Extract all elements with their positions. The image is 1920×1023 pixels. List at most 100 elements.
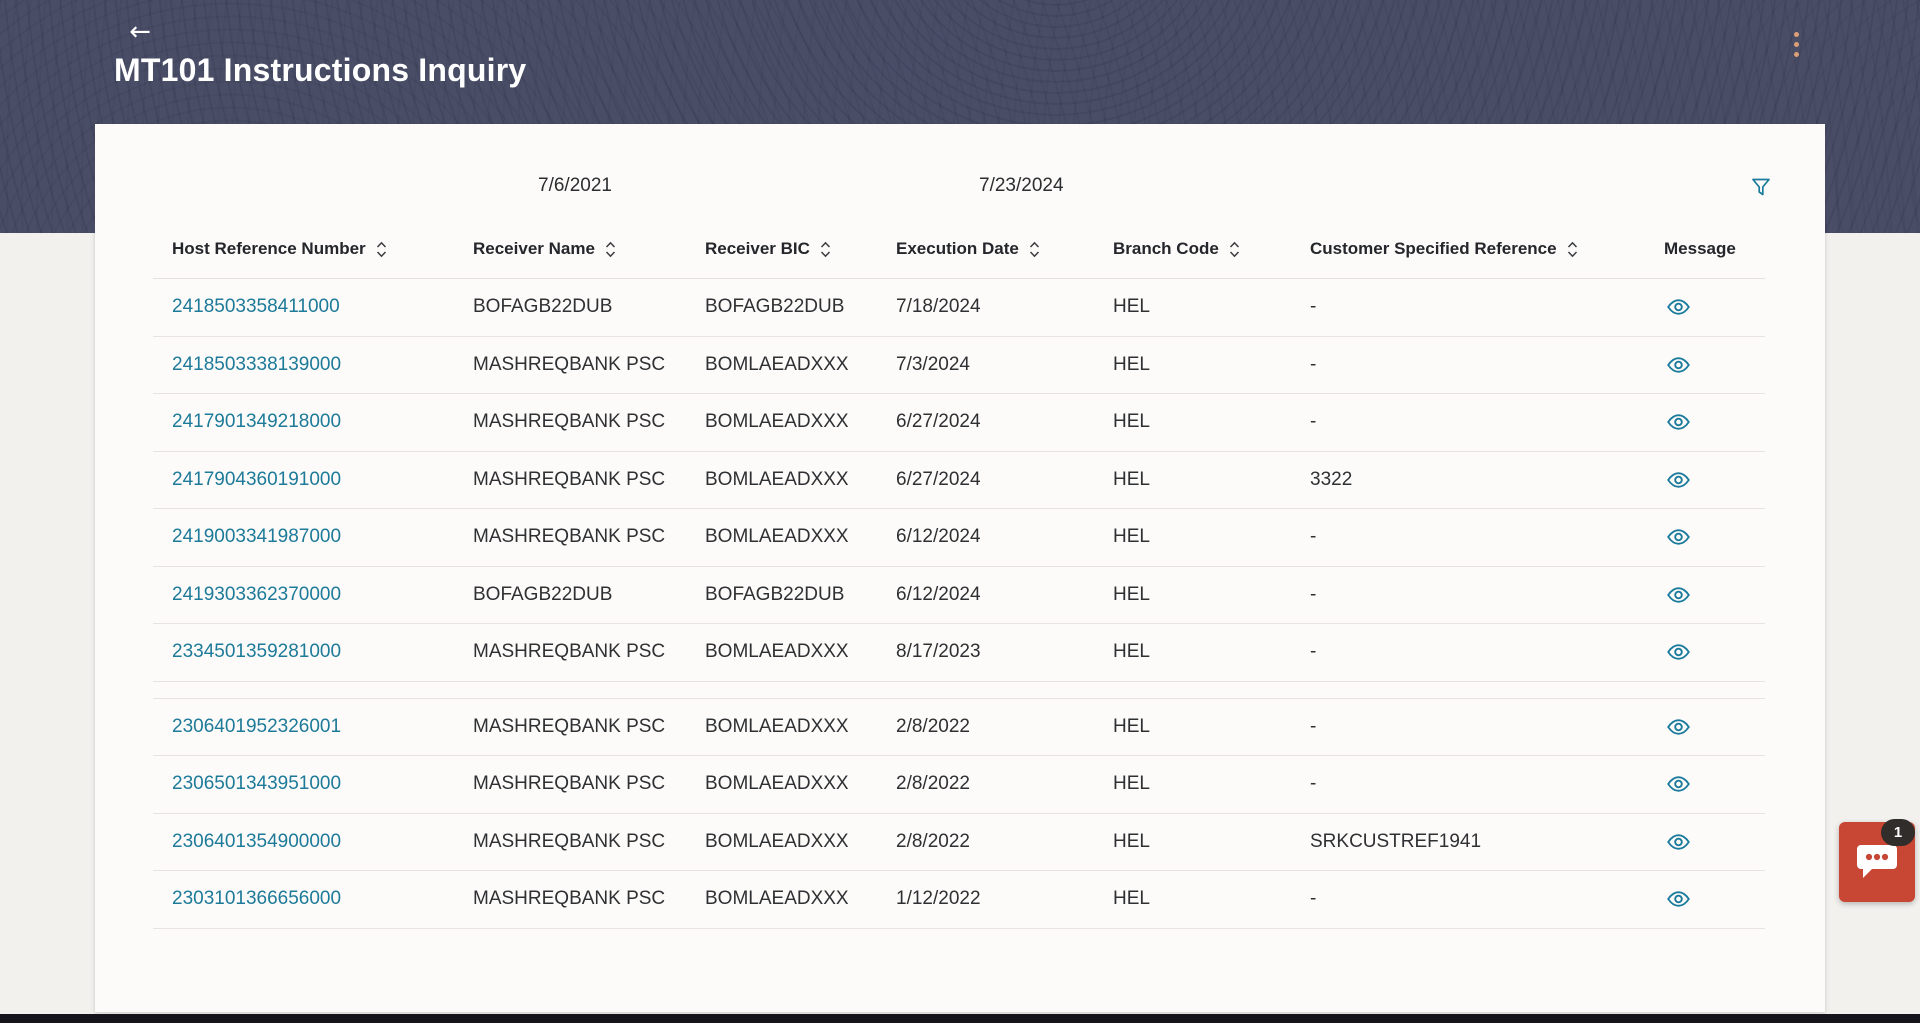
cell-message bbox=[1645, 719, 1765, 735]
cell-message bbox=[1645, 357, 1765, 373]
column-header-customer-specified-reference[interactable]: Customer Specified Reference bbox=[1291, 239, 1645, 259]
cell-receiver-bic: BOMLAEADXXX bbox=[705, 830, 849, 852]
column-header-branch-code[interactable]: Branch Code bbox=[1094, 239, 1291, 259]
sort-icon bbox=[1567, 241, 1577, 257]
cell-receiver-bic: BOMLAEADXXX bbox=[705, 888, 849, 910]
cell-receiver-name: MASHREQBANK PSC bbox=[473, 830, 666, 852]
bottom-bar bbox=[0, 1014, 1920, 1023]
cell-host-ref: 2306501343951000 bbox=[153, 773, 454, 795]
sort-icon bbox=[605, 241, 615, 257]
cell-receiver-name: MASHREQBANK PSC bbox=[473, 773, 666, 795]
cell-host-ref: 2303101366656000 bbox=[153, 888, 454, 910]
cell-branch-code: HEL bbox=[1113, 353, 1150, 375]
to-date-field[interactable]: 7/23/2024 bbox=[979, 175, 1064, 196]
view-message-button[interactable] bbox=[1664, 472, 1690, 488]
cell-receiver-bic: BOMLAEADXXX bbox=[705, 353, 849, 375]
funnel-icon bbox=[1752, 178, 1770, 196]
view-message-button[interactable] bbox=[1664, 776, 1690, 792]
view-message-button[interactable] bbox=[1664, 719, 1690, 735]
eye-icon bbox=[1667, 299, 1690, 315]
eye-icon bbox=[1667, 719, 1690, 735]
column-label: Message bbox=[1664, 239, 1736, 258]
filter-icon[interactable] bbox=[1744, 170, 1778, 204]
host-reference-link[interactable]: 2417901349218000 bbox=[172, 411, 342, 433]
host-reference-link[interactable]: 2334501359281000 bbox=[172, 641, 342, 663]
cell-customer-ref: - bbox=[1310, 583, 1317, 605]
view-message-button[interactable] bbox=[1664, 891, 1690, 907]
column-header-execution-date[interactable]: Execution Date bbox=[877, 239, 1094, 259]
view-message-button[interactable] bbox=[1664, 834, 1690, 850]
table-row: 2418503358411000 BOFAGB22DUB BOFAGB22DUB 7/… bbox=[153, 279, 1765, 337]
cell-message bbox=[1645, 834, 1765, 850]
cell-customer-ref: - bbox=[1310, 715, 1317, 737]
cell-customer-ref: - bbox=[1310, 526, 1317, 548]
cell-host-ref: 2417901349218000 bbox=[153, 411, 454, 433]
host-reference-link[interactable]: 2419003341987000 bbox=[172, 526, 342, 548]
eye-icon bbox=[1667, 891, 1690, 907]
host-reference-link[interactable]: 2418503358411000 bbox=[172, 296, 340, 318]
eye-icon bbox=[1667, 834, 1690, 850]
cell-host-ref: 2419303362370000 bbox=[153, 584, 454, 606]
cell-customer-ref: - bbox=[1310, 353, 1317, 375]
table-row: 2419003341987000 MASHREQBANK PSC BOMLAEADX… bbox=[153, 509, 1765, 567]
view-message-button[interactable] bbox=[1664, 299, 1690, 315]
cell-message bbox=[1645, 891, 1765, 907]
cell-branch-code: HEL bbox=[1113, 296, 1150, 318]
sort-icon bbox=[820, 241, 830, 257]
view-message-button[interactable] bbox=[1664, 529, 1690, 545]
speech-bubble-icon bbox=[1857, 845, 1897, 878]
kebab-dot bbox=[1793, 41, 1799, 47]
instructions-table: Host Reference Number Receiver Name Receiv… bbox=[153, 220, 1765, 929]
cell-receiver-name: MASHREQBANK PSC bbox=[473, 888, 666, 910]
cell-message bbox=[1645, 587, 1765, 603]
view-message-button[interactable] bbox=[1664, 357, 1690, 373]
cell-message bbox=[1645, 776, 1765, 792]
host-reference-link[interactable]: 2419303362370000 bbox=[172, 583, 342, 605]
sort-icon bbox=[1029, 241, 1039, 257]
from-date-field[interactable]: 7/6/2021 bbox=[538, 175, 612, 196]
cell-host-ref: 2417904360191000 bbox=[153, 469, 454, 491]
column-label: Customer Specified Reference bbox=[1310, 239, 1557, 258]
host-reference-link[interactable]: 2417904360191000 bbox=[172, 468, 342, 490]
host-reference-link[interactable]: 2306501343951000 bbox=[172, 773, 342, 795]
overflow-menu-icon[interactable] bbox=[1786, 24, 1806, 64]
cell-execution-date: 2/8/2022 bbox=[896, 773, 970, 795]
cell-receiver-bic: BOMLAEADXXX bbox=[705, 715, 849, 737]
cell-branch-code: HEL bbox=[1113, 583, 1150, 605]
cell-branch-code: HEL bbox=[1113, 830, 1150, 852]
table-group-spacer bbox=[153, 682, 1765, 699]
view-message-button[interactable] bbox=[1664, 414, 1690, 430]
column-header-receiver-name[interactable]: Receiver Name bbox=[454, 239, 686, 259]
column-label: Receiver Name bbox=[473, 239, 595, 258]
host-reference-link[interactable]: 2306401952326001 bbox=[172, 715, 342, 737]
cell-customer-ref: - bbox=[1310, 773, 1317, 795]
table-row: 2417904360191000 MASHREQBANK PSC BOMLAEADX… bbox=[153, 452, 1765, 509]
cell-execution-date: 6/12/2024 bbox=[896, 526, 981, 548]
view-message-button[interactable] bbox=[1664, 587, 1690, 603]
cell-execution-date: 6/27/2024 bbox=[896, 411, 981, 433]
cell-branch-code: HEL bbox=[1113, 641, 1150, 663]
cell-host-ref: 2306401952326001 bbox=[153, 716, 454, 738]
column-header-receiver-bic[interactable]: Receiver BIC bbox=[686, 239, 877, 259]
cell-customer-ref: - bbox=[1310, 411, 1317, 433]
cell-receiver-name: BOFAGB22DUB bbox=[473, 583, 613, 605]
filter-bar: 7/6/2021 7/23/2024 bbox=[95, 124, 1825, 220]
host-reference-link[interactable]: 2306401354900000 bbox=[172, 830, 342, 852]
host-reference-link[interactable]: 2303101366656000 bbox=[172, 888, 342, 910]
cell-receiver-name: MASHREQBANK PSC bbox=[473, 526, 666, 548]
table-row: 2306401952326001 MASHREQBANK PSC BOMLAEADX… bbox=[153, 699, 1765, 756]
eye-icon bbox=[1667, 644, 1690, 660]
cell-message bbox=[1645, 414, 1765, 430]
table-row: 2418503338139000 MASHREQBANK PSC BOMLAEADX… bbox=[153, 337, 1765, 394]
cell-execution-date: 2/8/2022 bbox=[896, 715, 970, 737]
eye-icon bbox=[1667, 529, 1690, 545]
column-header-host-reference-number[interactable]: Host Reference Number bbox=[153, 239, 454, 259]
cell-receiver-bic: BOMLAEADXXX bbox=[705, 526, 849, 548]
view-message-button[interactable] bbox=[1664, 644, 1690, 660]
cell-customer-ref: SRKCUSTREF1941 bbox=[1310, 830, 1482, 852]
table-row: 2334501359281000 MASHREQBANK PSC BOMLAEADX… bbox=[153, 624, 1765, 682]
host-reference-link[interactable]: 2418503338139000 bbox=[172, 353, 342, 375]
cell-message bbox=[1645, 529, 1765, 545]
cell-host-ref: 2334501359281000 bbox=[153, 641, 454, 663]
back-icon[interactable]: ← bbox=[122, 16, 158, 48]
